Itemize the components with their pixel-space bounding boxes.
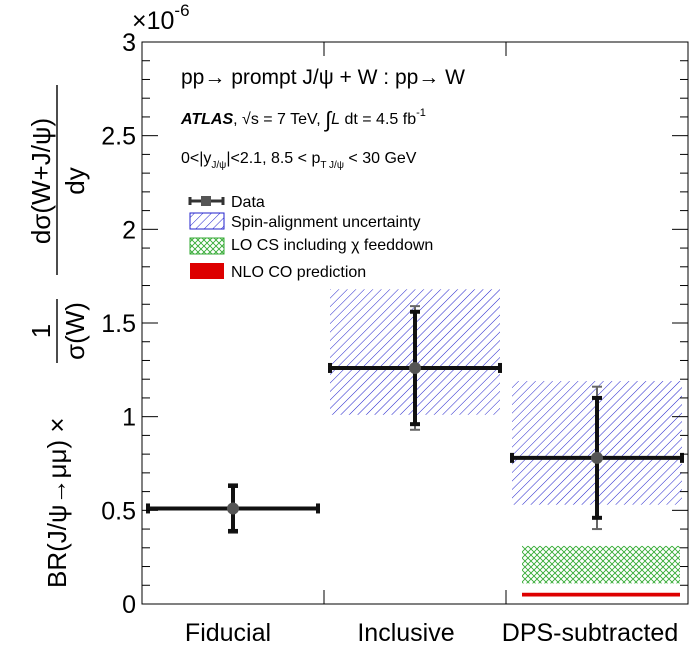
cuts-label: 0<|yJ/ψ|<2.1, 8.5 < pT J/ψ < 30 GeV (181, 150, 417, 171)
y-multiplier-exp: -6 (174, 1, 189, 20)
data-marker (409, 361, 421, 374)
y-tick-label: 2.5 (101, 123, 136, 151)
svg-text:dσ(W+J/ψ): dσ(W+J/ψ) (26, 118, 56, 244)
legend-entry-spin: Spin-alignment uncertainty (189, 212, 420, 231)
legend-marker-icon (201, 196, 211, 206)
y-tick-label: 1.5 (101, 310, 136, 338)
lo-cs-band (522, 545, 680, 584)
y-tick-label: 3 (122, 29, 136, 57)
y-tick-label: 0.5 (101, 497, 136, 525)
y-tick-label: 2 (122, 216, 136, 244)
bands-layer (330, 289, 682, 597)
y-tick-label: 1 (122, 404, 136, 432)
legend-entry-nlo-co: NLO CO prediction (190, 263, 366, 281)
legend-crosshatch-swatch (189, 237, 225, 255)
legend: Data Spin-alignment uncertainty LO CS in… (188, 194, 433, 281)
svg-text:Data: Data (231, 194, 265, 211)
legend-solid-swatch (190, 263, 224, 279)
data-point (328, 305, 502, 431)
svg-text:dy: dy (60, 167, 90, 194)
svg-text:NLO CO prediction: NLO CO prediction (231, 264, 366, 281)
process-label: pp→ prompt J/ψ + W : pp→ W (181, 66, 465, 89)
category-label-fiducial: Fiducial (185, 619, 271, 647)
data-point (146, 483, 320, 534)
atlas-label: ATLAS (180, 111, 233, 128)
nlo-co-band (522, 592, 680, 597)
data-points-layer (146, 305, 684, 534)
legend-entry-data: Data (188, 194, 265, 211)
svg-text:LO CS including χ feeddown: LO CS including χ feeddown (231, 237, 433, 254)
legend-entry-lo-cs: LO CS including χ feeddown (189, 237, 433, 255)
svg-text:Spin-alignment uncertainty: Spin-alignment uncertainty (231, 214, 420, 231)
y-tick-labels: 0 0.5 1 1.5 2 2.5 3 (101, 29, 136, 619)
category-label-inclusive: Inclusive (357, 619, 454, 647)
data-marker (591, 451, 603, 464)
y-ticks (141, 41, 689, 605)
svg-text:σ(W): σ(W) (60, 302, 90, 360)
y-multiplier: ×10-6 (132, 1, 190, 35)
svg-text:BR(J/ψ→μμ) ×: BR(J/ψ→μμ) × (42, 417, 72, 588)
category-label-dps-subtracted: DPS-subtracted (502, 619, 678, 647)
svg-text:1: 1 (26, 324, 56, 338)
legend-hatch-swatch (189, 212, 225, 230)
data-marker (227, 502, 239, 515)
data-point (510, 385, 684, 531)
y-tick-label: 0 (122, 591, 136, 619)
experiment-line: ATLAS, √s = 7 TeV, ∫L dt = 4.5 fb-1 (180, 107, 426, 132)
y-axis-label: BR(J/ψ→μμ) × 1 σ(W) dσ(W+J/ψ) dy (26, 85, 90, 588)
